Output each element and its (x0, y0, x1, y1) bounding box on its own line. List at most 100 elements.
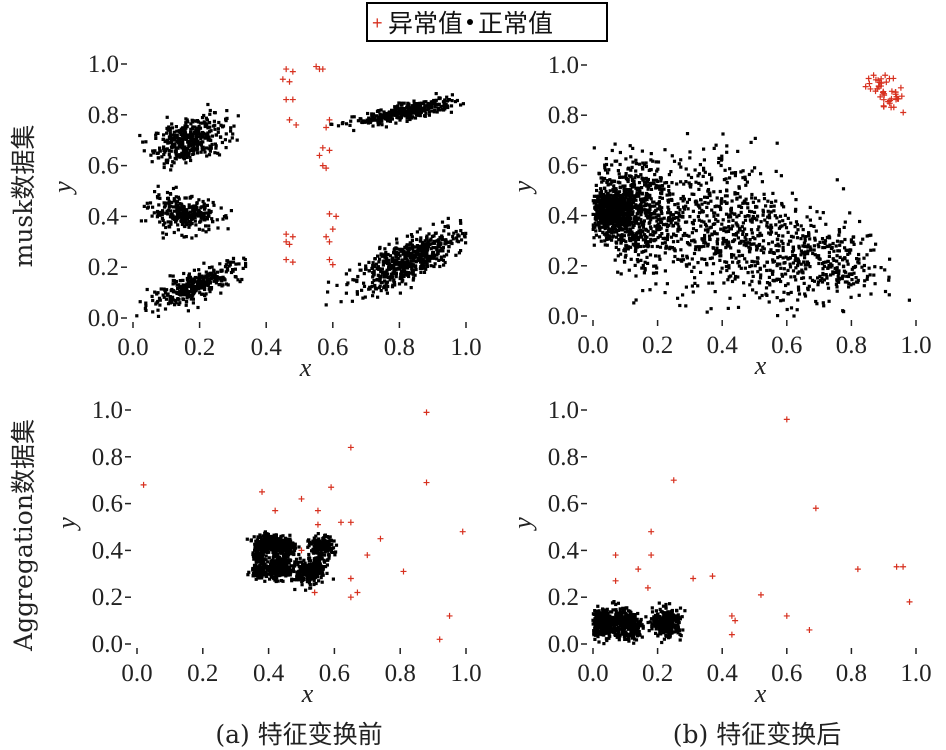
normal-point (297, 545, 301, 549)
normal-point (391, 283, 395, 287)
normal-point (670, 246, 675, 250)
normal-point (660, 189, 664, 193)
normal-point (727, 244, 731, 248)
normal-point (187, 139, 191, 143)
normal-point (843, 246, 847, 250)
normal-point (612, 184, 616, 188)
normal-point (433, 101, 437, 105)
normal-point (627, 204, 631, 208)
normal-point (759, 172, 763, 176)
normal-point (629, 188, 633, 192)
normal-point (788, 265, 793, 269)
normal-point (213, 142, 217, 146)
normal-point (629, 155, 633, 159)
normal-point (771, 251, 775, 255)
normal-point (361, 296, 365, 300)
normal-point (802, 241, 806, 245)
normal-point (259, 549, 263, 553)
normal-point (418, 246, 422, 250)
normal-point (612, 223, 616, 227)
normal-point (629, 232, 633, 236)
normal-point (697, 248, 701, 252)
normal-point (629, 213, 633, 217)
normal-point (265, 541, 269, 545)
normal-point (780, 239, 784, 243)
normal-point (191, 146, 195, 150)
normal-point (786, 268, 790, 272)
normal-point (282, 538, 286, 542)
normal-point (797, 292, 802, 296)
normal-point (423, 108, 427, 112)
normal-point (396, 257, 400, 261)
normal-point (623, 230, 627, 234)
normal-point (231, 132, 235, 136)
normal-point (398, 254, 402, 258)
normal-point (664, 244, 668, 248)
normal-point (409, 259, 413, 263)
normal-point (256, 567, 260, 571)
normal-point (158, 213, 162, 217)
normal-point (257, 576, 261, 580)
normal-point (879, 266, 883, 270)
normal-point (790, 250, 795, 254)
normal-point (638, 190, 642, 194)
normal-point (795, 308, 799, 312)
normal-point (621, 175, 626, 179)
normal-point (744, 197, 748, 201)
normal-point (387, 110, 391, 114)
normal-point (791, 269, 796, 273)
normal-point (156, 184, 160, 188)
normal-point (638, 205, 642, 210)
normal-point (745, 180, 749, 184)
normal-point (743, 227, 747, 231)
normal-point (164, 158, 168, 162)
normal-point (651, 200, 655, 204)
normal-point (211, 200, 215, 205)
normal-point (814, 299, 818, 304)
normal-point (209, 146, 213, 150)
normal-point (156, 212, 160, 216)
normal-point (642, 244, 646, 248)
normal-point (254, 552, 258, 556)
normal-point (196, 135, 200, 139)
normal-point (415, 104, 419, 108)
normal-point (431, 222, 435, 226)
normal-point (198, 286, 202, 290)
normal-point (207, 278, 211, 282)
normal-point (661, 222, 666, 227)
normal-point (138, 133, 142, 138)
normal-point (201, 199, 205, 204)
normal-point (778, 225, 783, 229)
normal-point (777, 277, 781, 281)
normal-point (280, 545, 284, 549)
normal-point (633, 176, 637, 180)
normal-point (720, 157, 724, 161)
normal-point (803, 263, 807, 267)
normal-point (681, 194, 685, 199)
normal-point (734, 221, 738, 225)
normal-point (429, 247, 433, 251)
normal-point (221, 275, 225, 279)
normal-point (756, 228, 760, 232)
normal-point (625, 213, 629, 217)
normal-point (794, 207, 798, 211)
normal-point (381, 260, 385, 264)
normal-point (178, 291, 182, 295)
normal-point (676, 205, 680, 210)
normal-point (162, 133, 166, 137)
normal-point (728, 176, 732, 180)
anomaly-point (326, 116, 333, 123)
normal-point (733, 277, 737, 281)
normal-point (210, 271, 214, 275)
normal-point (370, 285, 374, 289)
x-tick-label: 0.2 (642, 332, 673, 359)
normal-point (802, 281, 806, 285)
normal-point (172, 197, 176, 201)
normal-point (170, 300, 174, 304)
normal-point (688, 215, 692, 219)
normal-point (733, 174, 737, 178)
normal-point (634, 186, 638, 190)
normal-point (639, 203, 643, 207)
normal-point (455, 236, 459, 240)
normal-point (185, 125, 189, 129)
